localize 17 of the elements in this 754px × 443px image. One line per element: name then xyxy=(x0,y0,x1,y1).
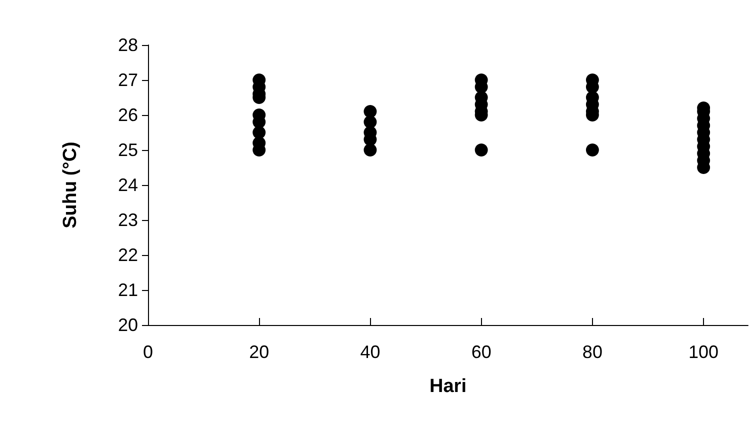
y-tick-label: 23 xyxy=(118,210,138,230)
y-tick-label: 27 xyxy=(118,70,138,90)
x-tick-label: 100 xyxy=(688,342,719,362)
y-tick-label: 28 xyxy=(118,35,138,55)
x-tick-label: 60 xyxy=(471,342,492,362)
x-tick-label: 40 xyxy=(360,342,380,362)
y-tick-label: 21 xyxy=(118,280,138,300)
y-tick-label: 26 xyxy=(118,105,138,125)
y-tick-label: 25 xyxy=(118,140,138,160)
y-tick-label: 20 xyxy=(118,315,138,335)
y-tick-label: 24 xyxy=(118,175,138,195)
y-axis-title: Suhu (°C) xyxy=(60,142,81,228)
y-tick-label: 22 xyxy=(118,245,138,265)
x-axis-title: Hari xyxy=(430,376,466,397)
x-tick-label: 20 xyxy=(249,342,270,362)
x-tick-label: 0 xyxy=(142,342,154,362)
x-tick-label: 80 xyxy=(582,342,602,362)
